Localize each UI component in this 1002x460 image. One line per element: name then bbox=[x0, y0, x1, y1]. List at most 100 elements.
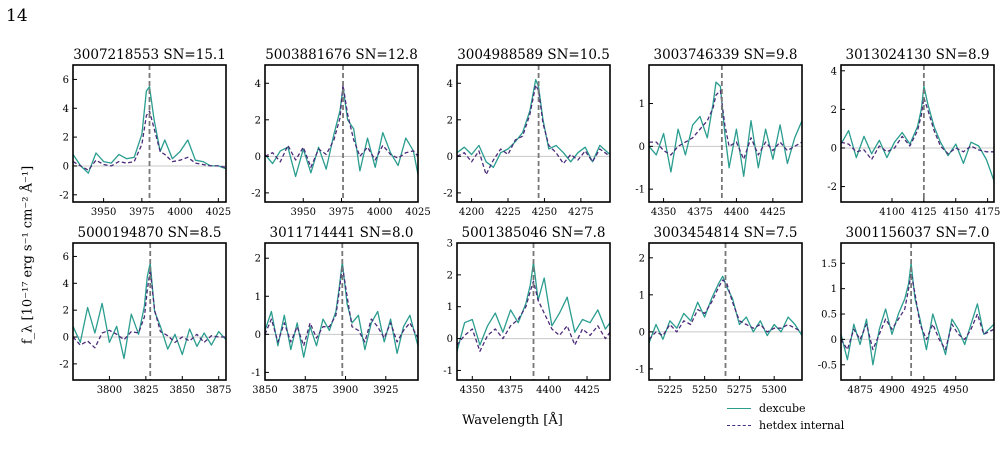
x-tick-label: 3875 bbox=[293, 385, 318, 396]
panel-title: 5001385046 SN=7.8 bbox=[461, 225, 605, 241]
x-tick-label: 3850 bbox=[170, 385, 195, 396]
x-tick-label: 4875 bbox=[847, 385, 872, 396]
y-tick-label: 0 bbox=[639, 142, 645, 153]
y-tick-label: 1.5 bbox=[821, 259, 837, 270]
y-tick-label: 4 bbox=[447, 79, 453, 90]
legend-label-hetdex: hetdex internal bbox=[759, 419, 845, 432]
panel-title: 3007218553 SN=15.1 bbox=[73, 47, 226, 63]
y-tick-label: -2 bbox=[251, 188, 261, 199]
panel-frame bbox=[840, 242, 995, 381]
dexcube-line bbox=[72, 262, 227, 360]
y-tick-label: 1 bbox=[639, 99, 645, 110]
hetdex-line bbox=[72, 110, 227, 171]
hetdex-line bbox=[72, 269, 226, 349]
y-tick-label: 2 bbox=[447, 115, 453, 126]
hetdex-line bbox=[456, 84, 611, 176]
panel-1: 3007218553 SN=15.1 3950 3975 4000 4025 -2 0 2 4 6 bbox=[59, 47, 231, 218]
x-tick-label: 3875 bbox=[206, 385, 231, 396]
x-tick-label: 3950 bbox=[91, 207, 116, 218]
panel-title: 3004988589 SN=10.5 bbox=[457, 47, 610, 63]
legend-item-dexcube: dexcube bbox=[727, 400, 844, 417]
y-tick-label: 3 bbox=[447, 239, 453, 250]
x-tick-label: 5275 bbox=[727, 385, 752, 396]
dexcube-line bbox=[456, 78, 611, 168]
x-tick-label: 3800 bbox=[97, 385, 122, 396]
panel-frame bbox=[456, 242, 611, 381]
legend-swatch-dashed bbox=[727, 425, 751, 426]
y-tick-label: 4 bbox=[63, 104, 69, 115]
x-tick-label: 4175 bbox=[975, 207, 1000, 218]
hetdex-line bbox=[456, 280, 611, 352]
legend-label-dexcube: dexcube bbox=[759, 402, 806, 415]
page-number: 14 bbox=[6, 6, 28, 26]
y-tick-label: -2 bbox=[59, 359, 69, 370]
panel-title: 3003746339 SN=9.8 bbox=[653, 47, 797, 63]
hetdex-line bbox=[649, 90, 803, 160]
x-tick-label: 5300 bbox=[761, 385, 786, 396]
dexcube-line bbox=[840, 262, 995, 366]
x-tick-label: 4350 bbox=[651, 207, 676, 218]
panel-title: 3011714441 SN=8.0 bbox=[269, 225, 413, 241]
x-tick-label: 4125 bbox=[911, 207, 936, 218]
y-axis-label-text: f_λ [10⁻¹⁷ erg s⁻¹ cm⁻² Å⁻¹] bbox=[20, 165, 36, 345]
y-tick-label: 0 bbox=[255, 152, 261, 163]
dexcube-line bbox=[72, 85, 227, 174]
legend: dexcube hetdex internal bbox=[727, 400, 844, 434]
x-tick-label: 5225 bbox=[657, 385, 682, 396]
y-tick-label: 2 bbox=[255, 254, 261, 265]
y-tick-label: -0.5 bbox=[818, 360, 837, 371]
x-tick-label: 4225 bbox=[495, 207, 520, 218]
panel-frame bbox=[72, 64, 227, 203]
panel-frame bbox=[264, 242, 419, 381]
y-tick-label: 0 bbox=[447, 334, 453, 345]
y-tick-label: 2 bbox=[447, 270, 453, 281]
panel-3: 3004988589 SN=10.5 4200 4225 4250 4275 -2 0 2 4 bbox=[443, 47, 611, 218]
y-tick-label: -1 bbox=[251, 368, 261, 379]
panel-2: 5003881676 SN=12.8 3950 3975 4000 4025 -2 0 2 4 bbox=[251, 47, 430, 218]
panel-8: 5001385046 SN=7.8 4350 4375 4400 4425 -1 0 1 2 3 bbox=[443, 225, 611, 396]
x-tick-label: 3850 bbox=[252, 385, 277, 396]
y-tick-label: 2 bbox=[255, 115, 261, 126]
y-tick-label: -1 bbox=[635, 364, 645, 375]
x-tick-label: 4950 bbox=[943, 385, 968, 396]
dexcube-line bbox=[840, 85, 995, 182]
panel-frame bbox=[456, 64, 611, 203]
x-tick-label: 4025 bbox=[405, 207, 430, 218]
panel-10: 3001156037 SN=7.0 4875 4900 4925 4950 -0.5 0 0.… bbox=[818, 225, 995, 396]
panel-title: 5003881676 SN=12.8 bbox=[265, 47, 418, 63]
x-tick-label: 4000 bbox=[367, 207, 392, 218]
x-tick-label: 3900 bbox=[333, 385, 358, 396]
x-tick-label: 4375 bbox=[498, 385, 523, 396]
y-tick-label: 1 bbox=[447, 302, 453, 313]
x-tick-label: 3825 bbox=[133, 385, 158, 396]
x-tick-label: 4425 bbox=[574, 385, 599, 396]
x-tick-label: 4350 bbox=[460, 385, 485, 396]
panel-7: 3011714441 SN=8.0 3850 3875 3900 3925 -1 0 1 2 bbox=[251, 225, 419, 396]
y-tick-label: 0 bbox=[63, 333, 69, 344]
x-tick-label: 4900 bbox=[879, 385, 904, 396]
x-tick-label: 4250 bbox=[532, 207, 557, 218]
y-tick-label: 0 bbox=[831, 143, 837, 154]
y-tick-label: 6 bbox=[63, 252, 69, 263]
x-tick-label: 4400 bbox=[536, 385, 561, 396]
hetdex-line bbox=[648, 279, 803, 340]
y-tick-label: 4 bbox=[63, 279, 69, 290]
y-tick-label: 4 bbox=[255, 79, 261, 90]
y-tick-label: 0 bbox=[255, 330, 261, 341]
x-tick-label: 4375 bbox=[687, 207, 712, 218]
panel-4: 3003746339 SN=9.8 4350 4375 4400 4425 -1 0 1 bbox=[635, 47, 803, 218]
x-tick-label: 3925 bbox=[373, 385, 398, 396]
hetdex-line bbox=[840, 97, 994, 161]
x-tick-label: 4200 bbox=[459, 207, 484, 218]
panel-frame bbox=[264, 64, 419, 203]
panel-title: 3013024130 SN=8.9 bbox=[845, 47, 989, 63]
x-tick-label: 4100 bbox=[879, 207, 904, 218]
x-tick-label: 4925 bbox=[911, 385, 936, 396]
panel-title: 3003454814 SN=7.5 bbox=[653, 225, 797, 241]
x-tick-label: 3975 bbox=[129, 207, 154, 218]
hetdex-line bbox=[840, 272, 995, 351]
panel-9: 3003454814 SN=7.5 5225 5250 5275 5300 -1 0 1 2 bbox=[635, 225, 803, 396]
y-tick-label: 2 bbox=[63, 133, 69, 144]
y-tick-label: 0.5 bbox=[821, 310, 837, 321]
